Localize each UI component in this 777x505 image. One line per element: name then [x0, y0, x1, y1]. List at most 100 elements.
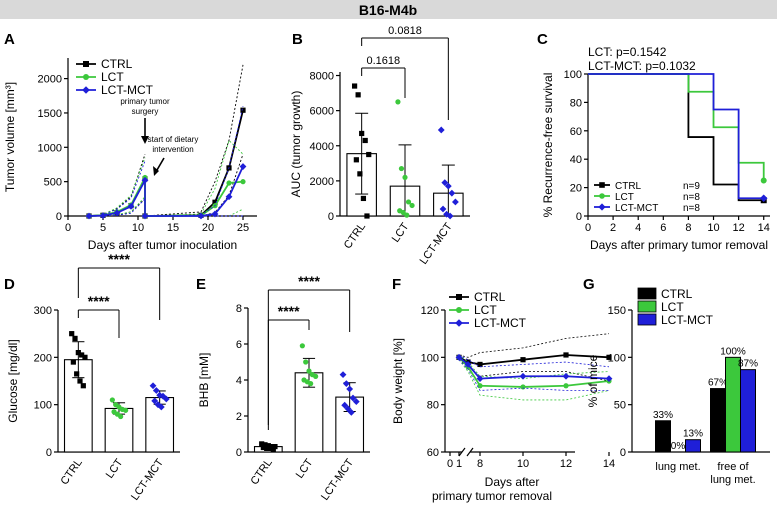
b-data-point — [359, 130, 365, 137]
c-censor-marker — [760, 177, 767, 184]
g-legend-label: CTRL — [661, 287, 693, 301]
a-data-point — [197, 212, 205, 220]
a-data-point — [211, 210, 219, 218]
f-data-point — [464, 361, 472, 368]
a-x-tick-label: 25 — [237, 222, 249, 234]
e-data-point — [352, 398, 360, 405]
c-y-tick-label: 0 — [576, 211, 582, 223]
c-legend-label: LCT-MCT — [615, 203, 658, 214]
g-bar-label: 13% — [683, 429, 703, 440]
d-x-tick-label: CTRL — [58, 457, 84, 487]
c-x-tick-label: 12 — [732, 222, 744, 234]
e-data-point — [260, 444, 266, 451]
a-x-tick-label: 5 — [100, 222, 106, 234]
e-data-point — [265, 443, 271, 449]
e-data-point — [303, 359, 309, 365]
e-comparison-label: **** — [278, 303, 300, 319]
b-data-point — [364, 213, 370, 219]
e-data-point — [342, 380, 350, 387]
d-data-point — [82, 354, 88, 360]
e-y-tick-label: 6 — [236, 339, 242, 351]
b-data-point — [444, 182, 452, 190]
a-y-tick-label: 1500 — [38, 108, 62, 120]
panel-letter-C: C — [537, 31, 548, 48]
e-data-point — [267, 445, 273, 451]
e-data-point — [262, 442, 268, 448]
g-bar-label: 87% — [738, 359, 758, 370]
a-y-tick-label: 1000 — [38, 142, 62, 154]
e-data-point — [346, 385, 354, 393]
a-y-label: Tumor volume [mm³] — [3, 82, 17, 192]
a-data-point — [141, 176, 149, 184]
e-comparison-label: **** — [298, 273, 320, 289]
f-legend-marker — [456, 294, 462, 300]
a-legend-marker — [83, 61, 89, 67]
d-y-label: Glucose [mg/dl] — [6, 339, 20, 422]
g-y-label: % of mice — [586, 354, 600, 407]
d-data-point — [77, 378, 83, 384]
e-data-point — [264, 445, 270, 451]
g-bar-label: 67% — [708, 378, 728, 389]
d-data-point — [70, 359, 76, 365]
d-data-point — [123, 407, 129, 413]
f-x-label: Days after — [485, 475, 540, 489]
d-x-tick-label: LCT-MCT — [129, 457, 166, 503]
f-x-tick-label: 8 — [477, 458, 483, 470]
a-annotation-arrowhead — [141, 136, 149, 144]
a-legend-label: LCT — [101, 70, 124, 84]
c-x-tick-label: 2 — [610, 222, 616, 234]
b-x-tick-label: LCT — [390, 221, 412, 245]
f-data-point — [605, 375, 613, 383]
a-data-point — [99, 212, 107, 220]
a-legend-marker — [83, 74, 89, 80]
g-x-tick-label: free of — [717, 461, 749, 473]
a-ci-upper — [144, 139, 244, 217]
e-x-tick-label: LCT-MCT — [319, 457, 356, 503]
c-survival-curve — [588, 73, 765, 181]
a-annotation-diet: start of dietary — [148, 135, 199, 144]
f-ci-upper — [458, 333, 610, 358]
c-x-tick-label: 0 — [585, 222, 591, 234]
c-legend-n: n=9 — [683, 181, 700, 192]
a-annotation-surgery: primary tumor — [120, 97, 170, 106]
g-x-tick-label: lung met. — [655, 461, 700, 473]
e-data-point — [272, 444, 278, 450]
a-data-point — [212, 199, 218, 205]
c-x-tick-label: 10 — [707, 222, 719, 234]
b-data-point — [351, 83, 358, 89]
f-x-label: primary tumor removal — [432, 489, 552, 503]
f-data-point — [520, 357, 526, 363]
g-legend-swatch — [637, 287, 657, 300]
g-bar-label: 33% — [653, 410, 673, 421]
panel-letter-F: F — [392, 276, 401, 293]
c-x-tick-label: 14 — [758, 222, 770, 234]
a-x-tick-label: 20 — [202, 222, 214, 234]
b-comparison-label: 0.0818 — [388, 25, 422, 37]
c-y-tick-label: 80 — [570, 97, 582, 109]
b-data-point — [409, 202, 415, 209]
a-series-line — [144, 109, 244, 217]
f-y-tick-label: 80 — [427, 400, 439, 412]
d-data-point — [152, 387, 160, 394]
f-data-point — [477, 383, 483, 389]
b-x-tick-label: CTRL — [342, 221, 368, 251]
f-x-tick-label: 10 — [517, 458, 529, 470]
f-legend-marker — [456, 307, 462, 313]
d-data-point — [79, 352, 85, 358]
d-comparison-label: **** — [88, 293, 110, 309]
c-y-tick-label: 40 — [570, 154, 582, 166]
e-data-point — [339, 371, 347, 378]
a-series-line — [145, 166, 244, 217]
b-data-point — [357, 171, 363, 177]
f-data-point — [455, 353, 463, 361]
figure-title: B16-M4b — [359, 2, 417, 18]
c-x-tick-label: 8 — [685, 222, 691, 234]
a-y-tick-label: 0 — [56, 211, 62, 223]
f-data-point — [477, 361, 483, 368]
a-x-tick-label: 15 — [167, 222, 179, 234]
g-bar — [685, 439, 701, 453]
b-data-point — [398, 165, 405, 172]
a-ci-upper — [144, 64, 244, 217]
a-annotation-arrow — [156, 157, 165, 171]
a-data-point — [127, 202, 135, 210]
